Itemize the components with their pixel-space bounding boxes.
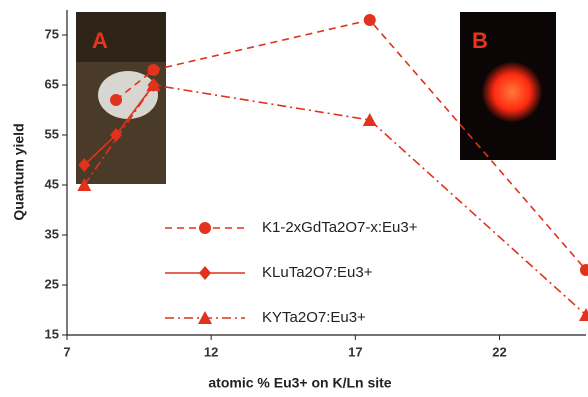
x-tick-label: 7 [63, 344, 70, 359]
y-tick-label: 25 [45, 276, 59, 291]
x-tick-label: 17 [348, 344, 362, 359]
y-tick-label: 65 [45, 76, 59, 91]
marker [148, 64, 160, 76]
x-tick-label: 22 [492, 344, 506, 359]
y-tick-label: 55 [45, 126, 59, 141]
y-tick-label: 75 [45, 26, 59, 41]
legend-label: KYTa2O7:Eu3+ [262, 309, 366, 326]
marker [110, 94, 122, 106]
marker [580, 264, 588, 276]
y-axis-title: Quantum yield [11, 123, 27, 220]
legend-label: KLuTa2O7:Eu3+ [262, 264, 373, 281]
photo-b: B [460, 12, 556, 160]
page: {"chart_data": {"type": "line", "xlabel"… [0, 0, 588, 397]
marker [579, 308, 588, 321]
y-tick-label: 15 [45, 326, 59, 341]
x-tick-label: 12 [204, 344, 218, 359]
y-tick-label: 35 [45, 226, 59, 241]
photo-label: B [472, 28, 488, 53]
legend-label: K1-2xGdTa2O7-x:Eu3+ [262, 219, 418, 236]
y-tick-label: 45 [45, 176, 59, 191]
marker [364, 14, 376, 26]
legend-marker [199, 266, 211, 280]
x-axis-title: atomic % Eu3+ on K/Ln site [208, 375, 391, 391]
marker [363, 113, 377, 126]
legend-marker [199, 222, 211, 234]
photo-label: A [92, 28, 108, 53]
chart: A B Quantum yield atomic % Eu3+ on K/Ln … [0, 0, 588, 397]
